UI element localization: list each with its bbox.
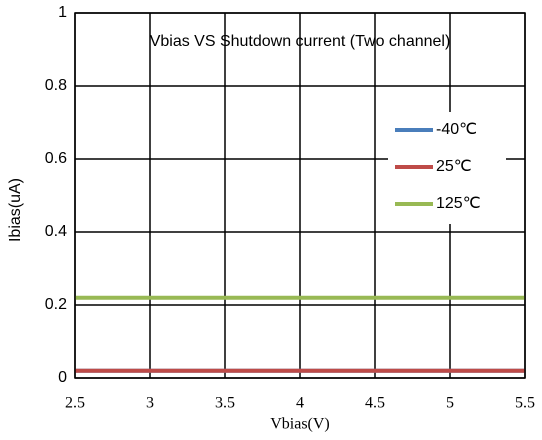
y-axis-label: Ibias(uA) [7,178,24,242]
legend-label: 125℃ [436,195,481,212]
x-tick-label: 5 [446,395,454,412]
y-tick-label: 0.2 [45,296,67,313]
legend-label: -40℃ [436,121,477,138]
x-tick-label: 4.5 [365,395,385,412]
y-tick-label: 0 [58,369,67,386]
y-tick-label: 0.4 [45,223,67,240]
x-tick-label: 5.5 [515,395,535,412]
x-tick-label: 3 [146,395,154,412]
x-tick-label: 4 [296,395,304,412]
y-tick-label: 0.6 [45,150,67,167]
x-axis-label: Vbias(V) [270,416,330,433]
x-tick-label: 2.5 [65,395,85,412]
legend-label: 25℃ [436,158,472,175]
plot-border [74,12,526,379]
x-tick-label: 3.5 [215,395,235,412]
y-tick-label: 1 [58,4,67,21]
y-tick-label: 0.8 [45,77,67,94]
